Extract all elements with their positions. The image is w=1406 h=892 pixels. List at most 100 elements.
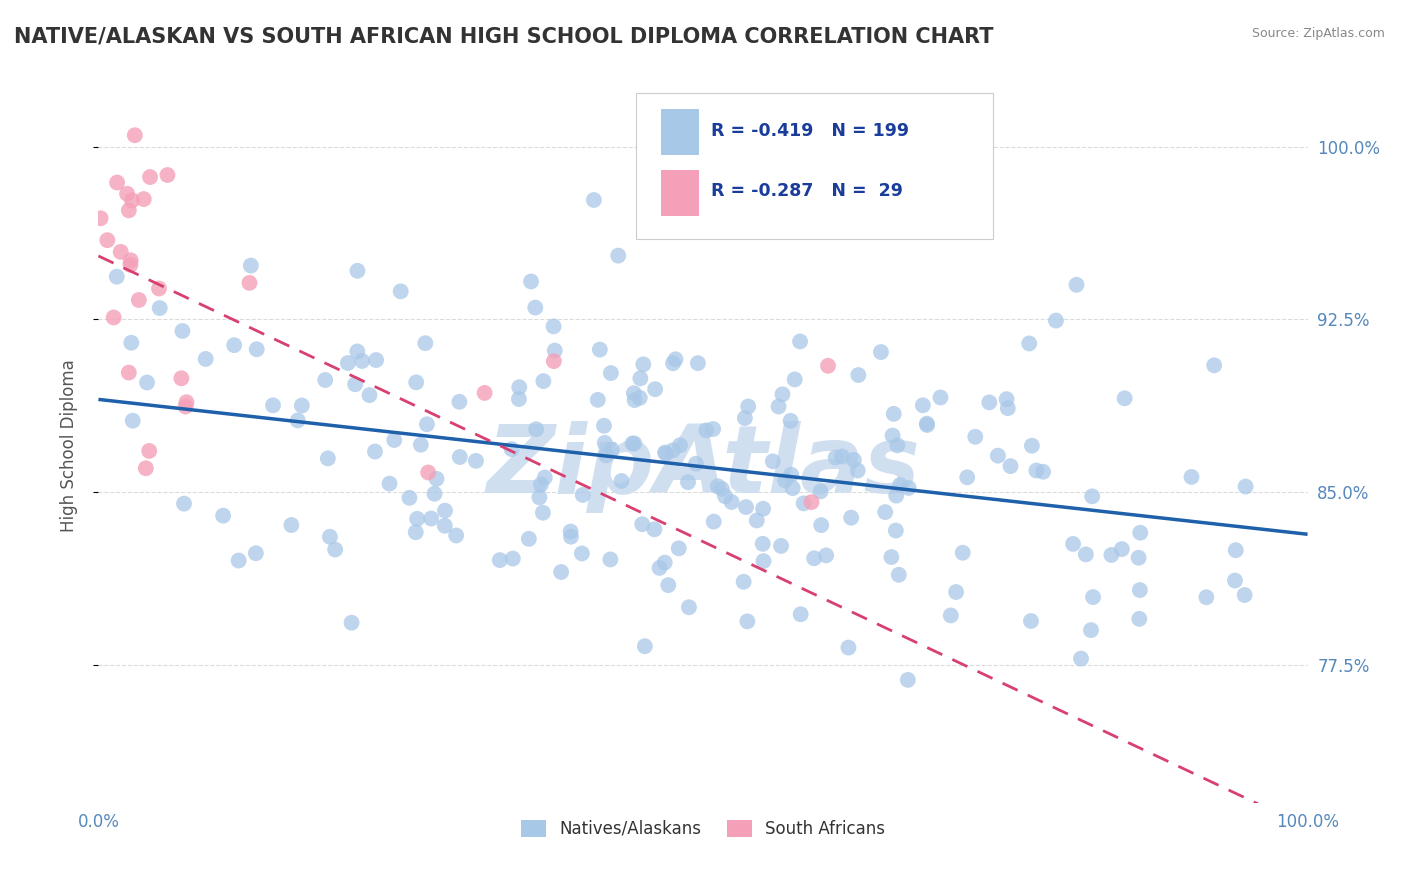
Point	[1081, 489, 1104, 503]
Point	[599, 366, 621, 380]
Point	[623, 393, 645, 408]
Point	[800, 495, 823, 509]
Point	[1128, 612, 1150, 626]
Point	[90, 211, 112, 226]
Point	[1111, 542, 1133, 557]
Legend: Natives/Alaskans, South Africans: Natives/Alaskans, South Africans	[515, 813, 891, 845]
Point	[148, 281, 170, 295]
Point	[533, 470, 555, 484]
Point	[520, 275, 543, 289]
Point	[1233, 588, 1256, 602]
Point	[735, 500, 758, 514]
Point	[449, 450, 471, 464]
Point	[425, 472, 447, 486]
Point	[915, 417, 938, 432]
Point	[121, 414, 143, 428]
Point	[593, 435, 616, 450]
Point	[352, 354, 374, 368]
Point	[633, 357, 655, 371]
Point	[1062, 537, 1084, 551]
Point	[110, 244, 132, 259]
Point	[174, 400, 197, 414]
Point	[1225, 543, 1247, 558]
Point	[1018, 336, 1040, 351]
Point	[945, 585, 967, 599]
Point	[420, 511, 443, 525]
Point	[623, 386, 645, 401]
Point	[1045, 313, 1067, 327]
Point	[803, 551, 825, 566]
Point	[149, 301, 172, 315]
Point	[1025, 463, 1047, 477]
Point	[631, 517, 654, 532]
Point	[880, 549, 903, 564]
Point	[405, 525, 427, 540]
Point	[136, 376, 159, 390]
Point	[762, 454, 785, 468]
Point	[600, 442, 623, 457]
Point	[571, 546, 593, 560]
Point	[987, 449, 1010, 463]
Point	[789, 607, 811, 622]
Point	[610, 474, 633, 488]
Point	[135, 461, 157, 475]
Point	[105, 269, 128, 284]
Point	[589, 343, 612, 357]
Point	[465, 454, 488, 468]
Point	[287, 413, 309, 427]
Point	[846, 463, 869, 477]
Point	[1032, 465, 1054, 479]
Point	[644, 382, 666, 396]
Point	[952, 546, 974, 560]
Point	[405, 376, 427, 390]
Point	[810, 484, 832, 499]
Point	[291, 399, 314, 413]
Point	[508, 380, 530, 394]
Point	[685, 457, 707, 471]
Point	[773, 474, 796, 488]
Point	[172, 324, 194, 338]
Point	[929, 391, 952, 405]
Text: R = -0.287   N =  29: R = -0.287 N = 29	[711, 182, 903, 200]
Point	[768, 400, 790, 414]
Point	[842, 453, 865, 467]
Point	[897, 673, 920, 687]
Point	[389, 285, 412, 299]
Point	[654, 556, 676, 570]
Point	[780, 467, 803, 482]
Point	[560, 524, 582, 539]
Point	[346, 344, 368, 359]
Point	[228, 553, 250, 567]
Point	[132, 192, 155, 206]
Point	[772, 387, 794, 401]
Point	[882, 428, 904, 442]
Point	[1223, 574, 1246, 588]
Point	[995, 392, 1018, 406]
Point	[889, 478, 911, 492]
Point	[883, 407, 905, 421]
Point	[1074, 548, 1097, 562]
Point	[530, 477, 553, 491]
Point	[488, 553, 510, 567]
Point	[655, 447, 678, 461]
Point	[121, 194, 143, 208]
Text: NATIVE/ALASKAN VS SOUTH AFRICAN HIGH SCHOOL DIPLOMA CORRELATION CHART: NATIVE/ALASKAN VS SOUTH AFRICAN HIGH SCH…	[14, 27, 994, 46]
Point	[212, 508, 235, 523]
Point	[433, 503, 456, 517]
Point	[733, 574, 755, 589]
Point	[314, 373, 336, 387]
Point	[831, 450, 853, 464]
Point	[173, 497, 195, 511]
Text: Source: ZipAtlas.com: Source: ZipAtlas.com	[1251, 27, 1385, 40]
Point	[224, 338, 246, 352]
Point	[837, 640, 859, 655]
Point	[105, 176, 128, 190]
Point	[139, 169, 162, 184]
Point	[870, 345, 893, 359]
Point	[884, 524, 907, 538]
Point	[550, 565, 572, 579]
Point	[501, 442, 523, 457]
Point	[262, 398, 284, 412]
Point	[884, 489, 907, 503]
Point	[323, 542, 346, 557]
